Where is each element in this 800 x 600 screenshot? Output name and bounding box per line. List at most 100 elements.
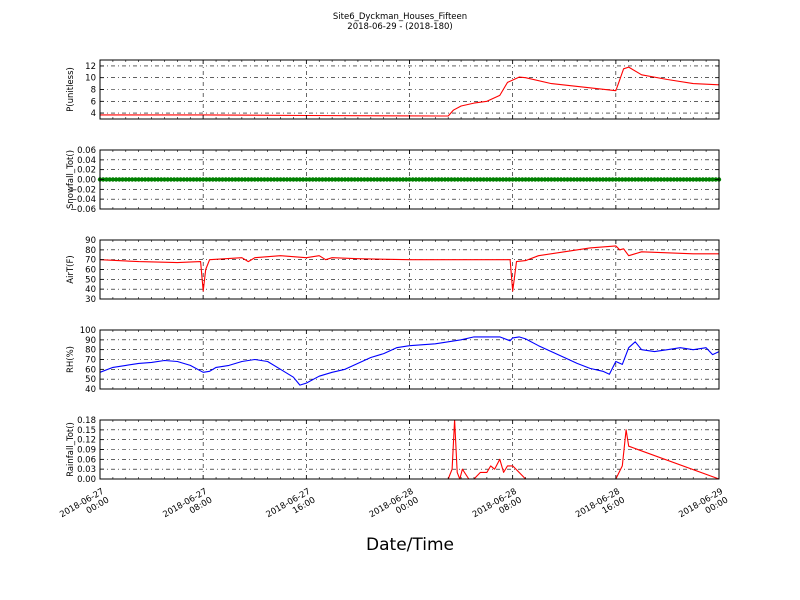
data-point [423, 177, 428, 182]
y-tick-label: 0.03 [77, 465, 96, 475]
data-point [652, 177, 657, 182]
data-point [494, 177, 499, 182]
y-tick-label: 80 [85, 346, 96, 356]
data-point [362, 177, 367, 182]
data-point [323, 177, 328, 182]
data-point [552, 177, 557, 182]
data-point [384, 177, 390, 182]
data-point [442, 177, 448, 182]
y-tick-label: −0.04 [70, 195, 96, 205]
data-point [236, 177, 241, 182]
data-point [555, 177, 561, 182]
series-line [100, 66, 720, 117]
data-point [139, 177, 145, 182]
y-tick-label: 0.15 [77, 426, 96, 436]
data-point [671, 177, 677, 182]
y-tick-label: 0.04 [77, 156, 96, 166]
y-tick-label: 40 [85, 385, 96, 395]
y-axis-label: P(unitless) [66, 67, 76, 112]
data-point [591, 177, 596, 182]
y-tick-label: 0.00 [77, 475, 96, 485]
data-point [700, 177, 706, 182]
data-point [558, 177, 564, 182]
y-tick-label: 0.12 [77, 436, 96, 446]
data-point [584, 177, 590, 182]
x-tick-label: 2018-06-2716:00 [265, 487, 318, 529]
data-point [242, 177, 248, 182]
data-point [703, 177, 709, 182]
data-point [533, 177, 538, 182]
y-tick-label: 8 [91, 86, 96, 96]
data-point [110, 177, 116, 182]
data-point [104, 177, 109, 182]
data-point [497, 177, 502, 182]
x-tick-labels: 2018-06-2700:00 2018-06-2708:00 2018-06-27… [58, 487, 730, 529]
data-point [581, 177, 586, 182]
y-axis-label: Rainfall_Tot() [66, 422, 76, 477]
x-tick-label: 2018-06-2808:00 [471, 487, 524, 529]
data-point [333, 177, 338, 182]
data-point [616, 177, 622, 182]
y-tick-label: 0.06 [77, 455, 96, 465]
y-tick-label: 70 [85, 256, 96, 266]
x-axis-label: Date/Time [366, 535, 454, 555]
data-point [416, 177, 422, 182]
data-point [320, 177, 325, 182]
y-tick-label: 12 [85, 62, 96, 72]
data-point [513, 177, 519, 182]
data-point [600, 177, 606, 182]
data-point [175, 177, 180, 182]
data-point [623, 177, 628, 182]
data-point [229, 177, 235, 182]
data-point [594, 177, 599, 182]
data-point [342, 177, 348, 182]
series-line [100, 419, 720, 480]
data-point [159, 177, 164, 182]
data-point [123, 177, 128, 182]
data-point [181, 177, 187, 182]
data-point [233, 177, 238, 182]
data-point [478, 177, 483, 182]
data-point [317, 177, 322, 182]
data-point [665, 177, 670, 182]
data-point [597, 177, 602, 182]
data-point [107, 177, 112, 182]
y-tick-label: 40 [85, 285, 96, 295]
data-point [578, 177, 583, 182]
data-point [610, 177, 615, 182]
y-tick-label: 90 [85, 336, 96, 346]
data-point [168, 177, 174, 182]
data-point [207, 177, 212, 182]
y-tick-label: 6 [91, 97, 96, 107]
data-point [404, 177, 409, 182]
data-point [668, 177, 673, 182]
data-point [262, 177, 267, 182]
data-point [520, 177, 525, 182]
data-point [504, 177, 509, 182]
data-point [484, 177, 490, 182]
data-point [265, 177, 270, 182]
data-point [536, 177, 541, 182]
data-point [439, 177, 444, 182]
y-tick-label: −0.02 [70, 185, 96, 195]
data-point [510, 177, 515, 182]
data-point [220, 177, 225, 182]
chart-subtitle: 2018-06-29 - (2018-180) [347, 22, 452, 32]
data-point [636, 177, 641, 182]
data-point [304, 177, 309, 182]
data-point [171, 177, 177, 182]
y-tick-label: 60 [85, 266, 96, 276]
data-point [707, 177, 712, 182]
y-tick-label: −0.06 [70, 205, 96, 215]
data-point [632, 177, 638, 182]
data-point [368, 177, 374, 182]
data-point [358, 177, 364, 182]
data-point [468, 177, 473, 182]
panel-5: 0.000.030.060.090.120.150.18Rainfall_Tot… [66, 416, 720, 485]
data-point [194, 177, 199, 182]
data-point [249, 177, 254, 182]
data-point [661, 177, 667, 182]
data-point [629, 177, 635, 182]
